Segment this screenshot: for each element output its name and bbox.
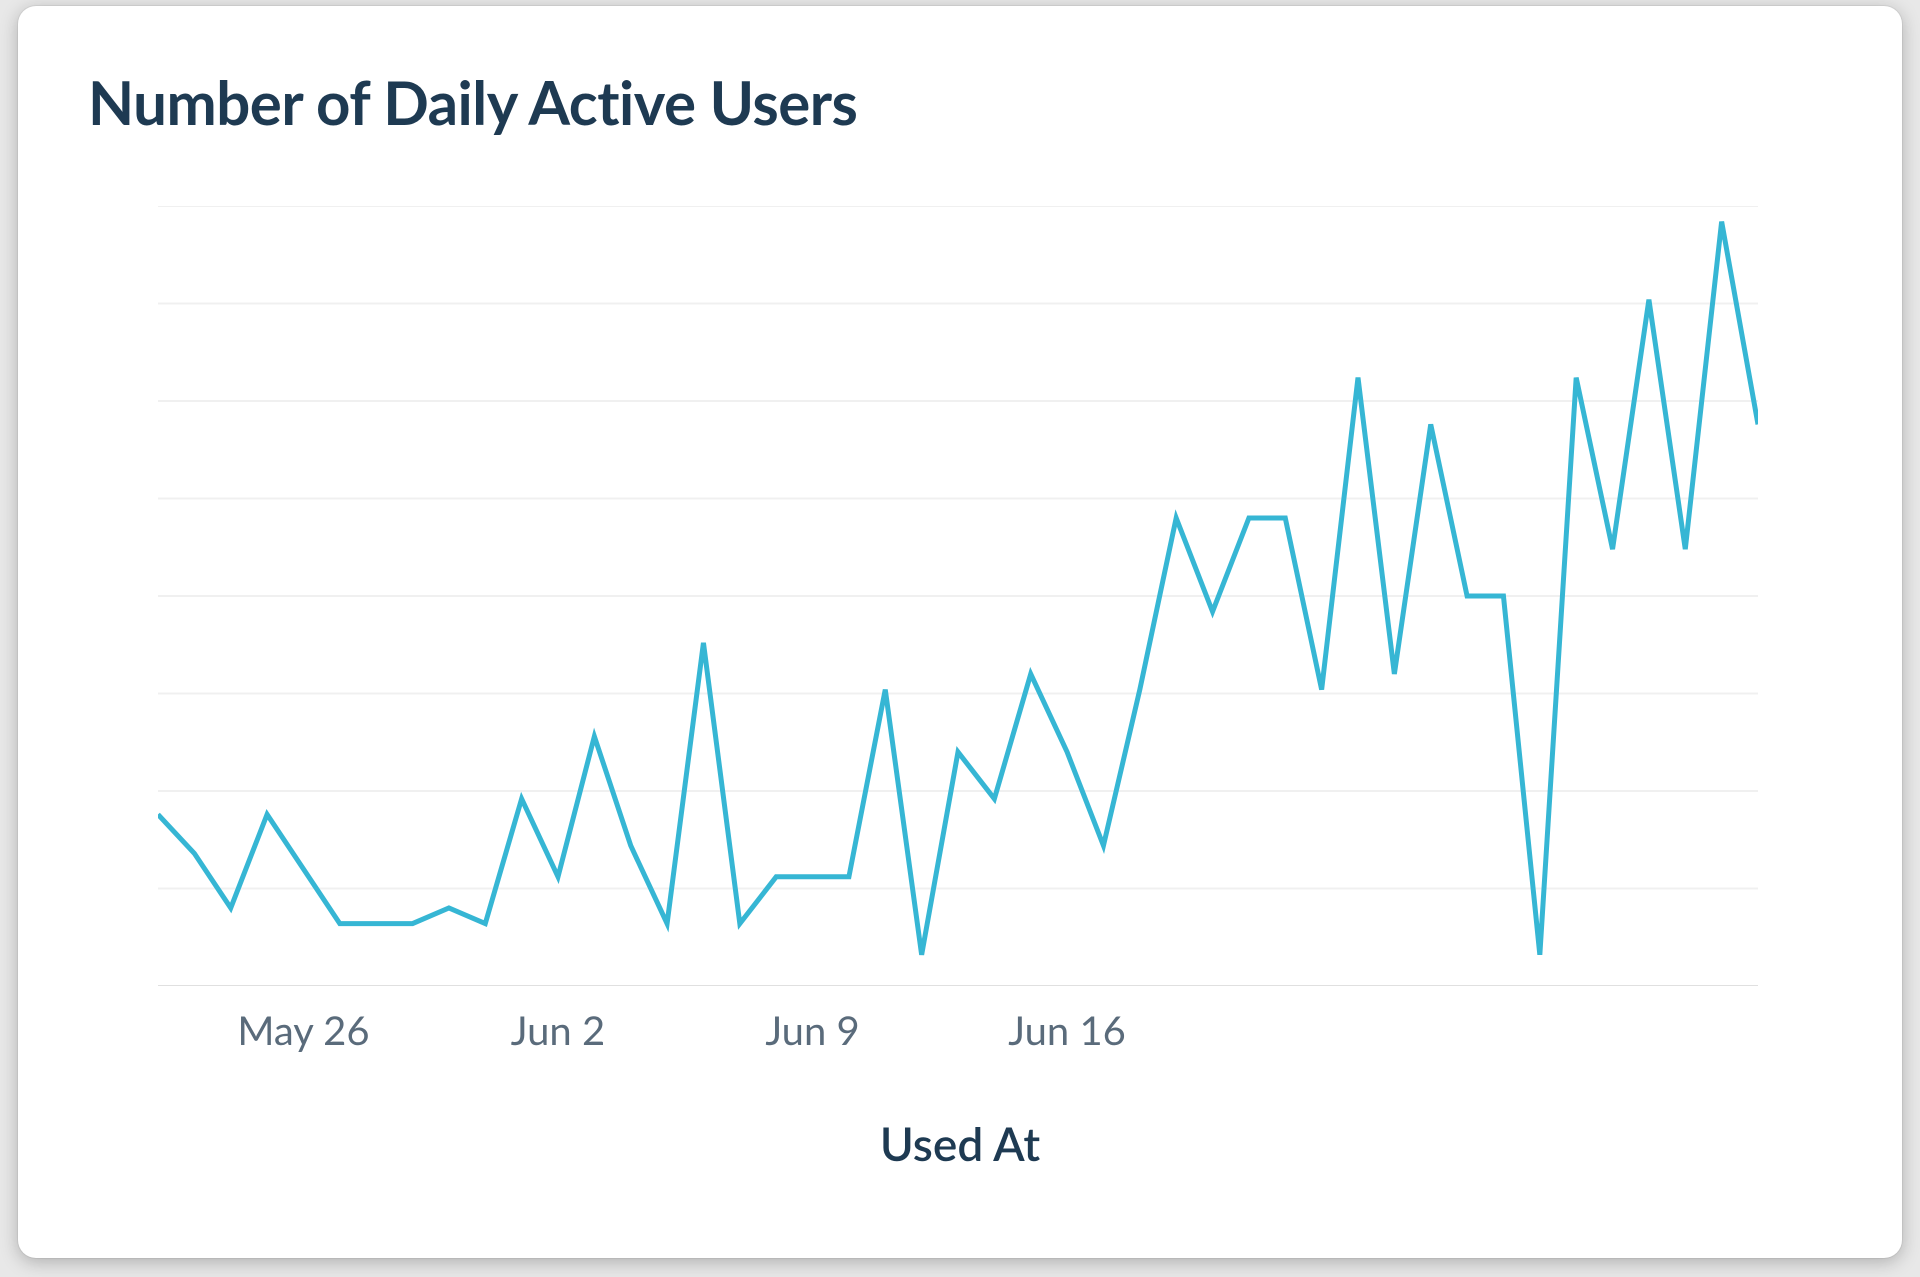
x-axis-tick-label: Jun 2	[511, 1006, 605, 1054]
chart-card: Number of Daily Active Users May 26 Jun 2…	[18, 6, 1902, 1258]
x-axis-tick-label: Jun 16	[1008, 1006, 1126, 1054]
x-axis-title: Used At	[880, 1116, 1040, 1171]
x-axis-tick-label: May 26	[237, 1006, 369, 1054]
x-axis-labels: May 26 Jun 2 Jun 9 Jun 16	[158, 1006, 1758, 1066]
series-line-daily-active-users	[158, 222, 1758, 955]
x-axis-tick-label: Jun 9	[765, 1006, 859, 1054]
line-chart-svg	[158, 206, 1758, 986]
chart-title: Number of Daily Active Users	[88, 66, 857, 138]
chart-plot-area	[158, 206, 1758, 986]
